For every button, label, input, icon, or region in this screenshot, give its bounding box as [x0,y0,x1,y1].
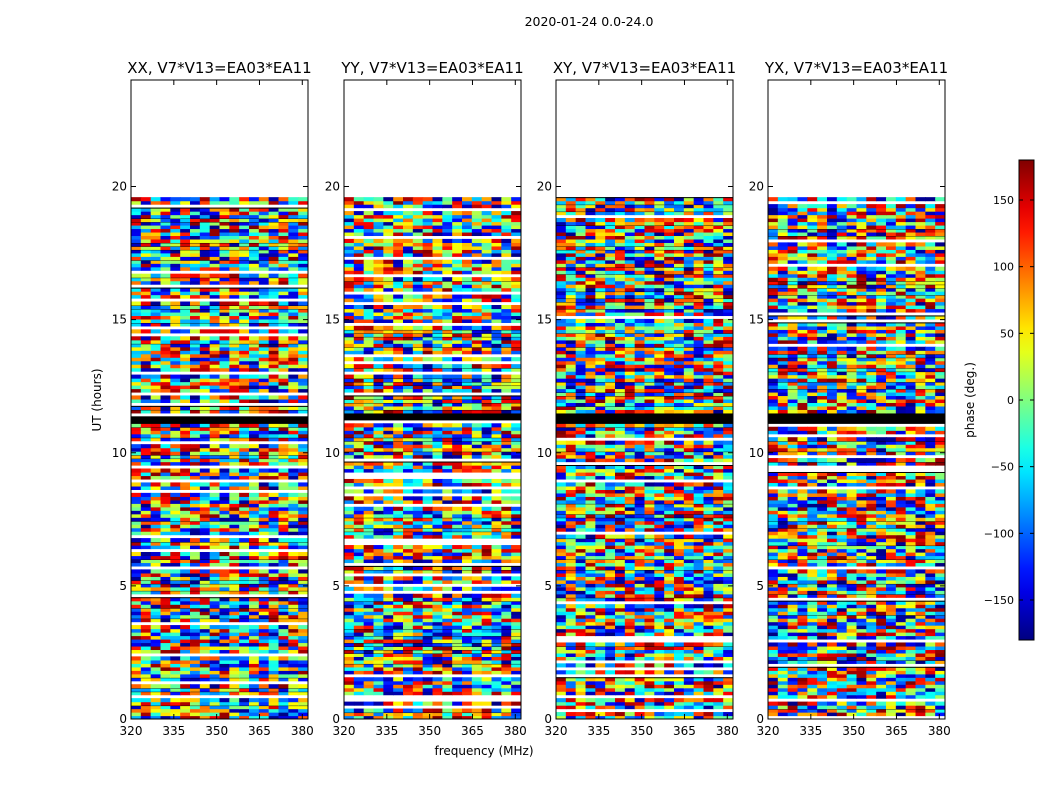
colorbar-tick-label: −150 [984,594,1014,607]
colorbar: 150 100 50 0 −50 −100 −150 [984,159,1035,641]
y-tick-label: 15 [112,313,127,327]
y-tick-label: 10 [325,446,340,460]
y-tick-label: 15 [325,313,340,327]
figure-suptitle: 2020-01-24 0.0-24.0 [525,14,654,29]
panel-title: XX, V7*V13=EA03*EA11 [127,59,311,77]
x-tick-label: 320 [545,724,568,738]
y-tick-label: 20 [112,180,127,194]
panel-frame [767,79,946,720]
panel-group: XX, V7*V13=EA03*EA11 320 335 350 365 380 0 5 10 1… [112,59,951,738]
x-tick-label: 335 [799,724,822,738]
x-tick-label: 335 [587,724,610,738]
x-tick-label: 365 [673,724,696,738]
colorbar-tick-label: −100 [984,527,1014,540]
y-tick-label: 20 [749,180,764,194]
phase-image [344,80,521,719]
x-tick-label: 365 [248,724,271,738]
y-tick-label: 0 [119,712,127,726]
colorbar-tick-label: 0 [1007,394,1014,407]
y-tick-label: 5 [119,579,127,593]
y-tick-label: 0 [544,712,552,726]
x-tick-label: 380 [716,724,739,738]
panel-frame [343,79,522,720]
x-tick-label: 335 [375,724,398,738]
y-tick-label: 5 [544,579,552,593]
panel-yy: YY, V7*V13=EA03*EA11 320 335 350 365 380 0 5 10 1… [325,59,527,738]
y-tick-label: 0 [332,712,340,726]
colorbar-tick-label: −50 [991,461,1014,474]
y-tick-label: 5 [332,579,340,593]
colorbar-tick-label: 100 [993,261,1014,274]
phase-image [131,80,308,719]
panel-frame [555,79,734,720]
x-tick-label: 350 [205,724,228,738]
x-tick-label: 365 [461,724,484,738]
y-axis-label: UT (hours) [90,368,104,431]
x-tick-label: 320 [120,724,143,738]
x-tick-label: 350 [418,724,441,738]
x-tick-label: 365 [885,724,908,738]
y-tick-label: 20 [325,180,340,194]
x-tick-label: 380 [291,724,314,738]
x-tick-label: 350 [630,724,653,738]
panel-xy: XY, V7*V13=EA03*EA11 320 335 350 365 380 0 5 10 1… [537,59,739,738]
y-tick-label: 10 [749,446,764,460]
panel-title: YY, V7*V13=EA03*EA11 [340,59,523,77]
x-tick-label: 380 [928,724,951,738]
colorbar-tick-label: 150 [993,194,1014,207]
y-tick-label: 20 [537,180,552,194]
colorbar-label: phase (deg.) [963,362,977,438]
colorbar-tick-label: 50 [1000,327,1014,340]
phase-image [768,80,945,719]
x-tick-label: 350 [842,724,865,738]
x-tick-label: 320 [757,724,780,738]
y-tick-label: 15 [749,313,764,327]
y-tick-label: 0 [756,712,764,726]
panel-yx: YX, V7*V13=EA03*EA11 320 335 350 365 380 0 5 10 1… [749,59,951,738]
panel-title: YX, V7*V13=EA03*EA11 [764,59,948,77]
panel-title: XY, V7*V13=EA03*EA11 [553,59,736,77]
panel-xx: XX, V7*V13=EA03*EA11 320 335 350 365 380 0 5 10 1… [112,59,314,738]
y-tick-label: 15 [537,313,552,327]
y-tick-label: 10 [537,446,552,460]
x-tick-label: 320 [333,724,356,738]
x-tick-label: 380 [504,724,527,738]
x-axis-label: frequency (MHz) [434,744,533,758]
x-tick-label: 335 [162,724,185,738]
y-tick-label: 10 [112,446,127,460]
y-tick-label: 5 [756,579,764,593]
phase-image [556,80,733,719]
panel-frame [130,79,309,720]
